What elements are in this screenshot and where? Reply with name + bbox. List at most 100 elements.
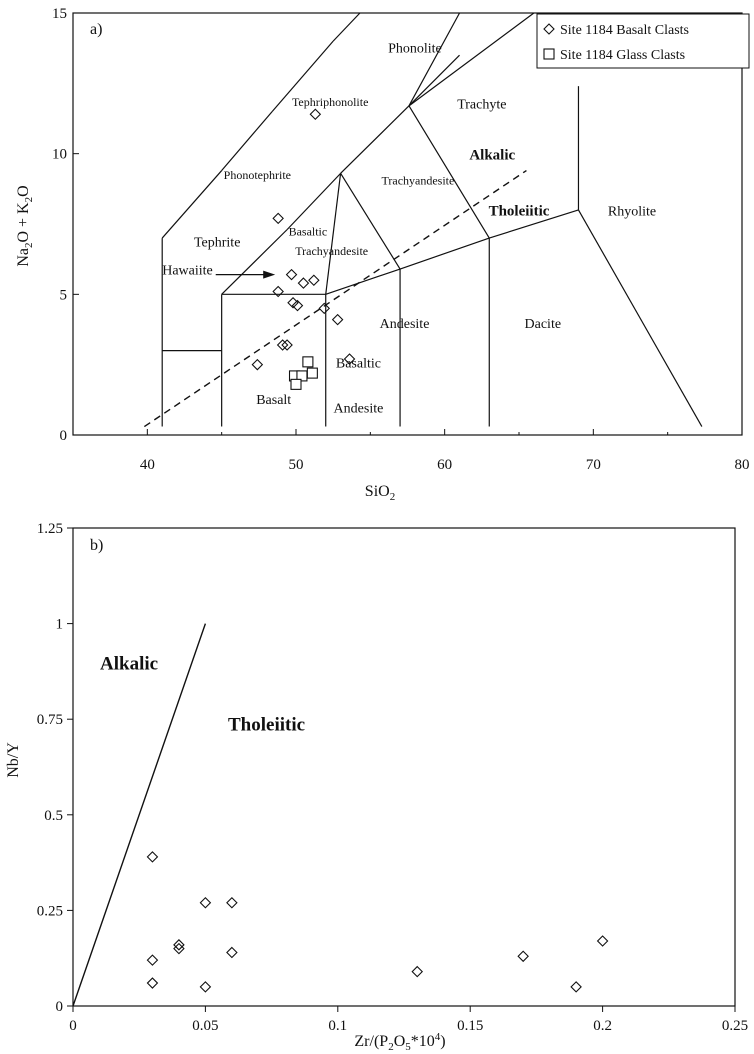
y-tick-label: 0 — [56, 999, 64, 1015]
field-label-basalt: Basalt — [256, 393, 291, 408]
field-label-basaltic: Basaltic — [289, 224, 328, 238]
field-boundary — [489, 209, 579, 239]
field-boundary — [408, 105, 490, 239]
field-boundary — [325, 268, 401, 295]
field-label-tholeiitic: Tholeiitic — [489, 204, 550, 220]
hawaiite-arrow-head — [263, 270, 276, 279]
panel-b-frame — [72, 527, 736, 1007]
basalt-clast-point — [331, 313, 344, 326]
x-tick-label: 0.1 — [328, 1018, 347, 1034]
x-tick-label: 40 — [140, 457, 155, 473]
y-tick-label: 15 — [52, 6, 67, 22]
y-tick-label: 1 — [56, 617, 64, 633]
field-label-alkalic: Alkalic — [469, 147, 515, 163]
basalt-clast-point — [251, 358, 264, 371]
basalt-clast-point — [343, 353, 356, 365]
field-boundary — [286, 172, 342, 231]
y-tick-label: 0.75 — [37, 712, 63, 728]
panel-a-ylabel: Na2O + K2O — [15, 185, 35, 266]
field-label-tephrite: Tephrite — [194, 236, 240, 251]
nb-y-point — [411, 965, 424, 978]
field-boundary — [408, 12, 535, 107]
basalt-clast-point — [276, 339, 289, 351]
nb-y-point — [146, 977, 159, 989]
basalt-clast-point — [272, 285, 284, 298]
panel-b-xlabel: Zr/(P2O5*104) — [354, 1031, 445, 1053]
nb-y-point — [226, 946, 238, 959]
field-boundary — [221, 229, 288, 295]
field-label-dacite: Dacite — [525, 317, 562, 332]
alkalic-tholeiitic-divider — [143, 169, 527, 428]
field-boundary — [161, 170, 223, 239]
region-label-tholeiitic: Tholeiitic — [228, 715, 305, 736]
basalt-clast-point — [291, 299, 304, 312]
x-tick-label: 0.05 — [192, 1018, 218, 1034]
basalt-clast-point — [318, 302, 331, 315]
x-tick-label: 60 — [437, 457, 452, 473]
x-tick-label: 0 — [69, 1018, 77, 1034]
y-tick-label: 0.5 — [44, 808, 63, 824]
field-boundary — [577, 209, 703, 427]
panel-b-data-points — [146, 851, 609, 993]
nb-y-point — [173, 942, 185, 955]
legend-glass-clasts: Site 1184 Glass Clasts — [560, 48, 685, 63]
field-boundary — [399, 237, 490, 270]
field-boundary — [325, 173, 342, 295]
field-label-phonolite: Phonolite — [388, 41, 442, 56]
x-tick-label: 70 — [586, 457, 601, 473]
alkalic-tholeiitic-line — [72, 623, 207, 1007]
basalt-clast-point — [297, 277, 310, 289]
tas-field-boundaries — [161, 12, 703, 427]
legend-diamond-marker — [543, 23, 555, 35]
field-boundary — [221, 111, 273, 171]
basalt-clast-point — [281, 339, 293, 351]
legend: Site 1184 Basalt Clasts Site 1184 Glass … — [536, 13, 750, 69]
basalt-clast-point — [285, 268, 298, 281]
nb-y-point — [596, 935, 609, 947]
y-tick-label: 10 — [52, 147, 67, 163]
panel-a-label: a) — [90, 21, 102, 38]
panel-b-ylabel: Nb/Y — [5, 742, 22, 778]
panel-a-data-points — [251, 108, 356, 390]
nb-y-point — [199, 981, 212, 993]
y-tick-label: 5 — [60, 287, 68, 303]
field-boundary — [408, 54, 460, 107]
nb-y-point — [570, 981, 582, 993]
y-tick-label: 0.25 — [37, 903, 63, 919]
glass-clast-point — [302, 356, 314, 368]
field-label-basaltic-andesite-1: Basaltic — [336, 356, 381, 371]
field-boundary — [408, 12, 461, 107]
field-label-rhyolite: Rhyolite — [608, 205, 656, 220]
panel-a-axis-ticks: 40 50 60 70 80 0 5 10 15 — [52, 6, 750, 473]
region-label-alkalic: Alkalic — [100, 653, 158, 674]
legend-basalt-clasts: Site 1184 Basalt Clasts — [560, 23, 689, 38]
nb-y-point — [173, 939, 185, 951]
glass-clast-point — [290, 378, 302, 390]
x-tick-label: 0.15 — [457, 1018, 483, 1034]
panel-a-xlabel: SiO2 — [365, 483, 395, 503]
field-label-basaltic-andesite-2: Andesite — [334, 401, 384, 416]
y-tick-label: 0 — [60, 428, 68, 444]
y-tick-label: 1.25 — [37, 521, 63, 537]
nb-y-point — [517, 950, 529, 963]
field-label-basaltic-trachyandesite: Trachyandesite — [295, 244, 368, 258]
glass-clast-point — [306, 367, 318, 379]
x-tick-label: 0.2 — [593, 1018, 612, 1034]
x-tick-label: 50 — [289, 457, 304, 473]
basalt-clast-point — [309, 108, 322, 121]
field-label-tephriphonolite: Tephriphonolite — [292, 95, 368, 109]
panel-b-label: b) — [90, 537, 103, 554]
panel-b-axis-ticks: 0 0.05 0.1 0.15 0.2 0.25 0 0.25 0.5 0.75 1 1.25 — [37, 521, 748, 1034]
legend-square-marker — [543, 48, 555, 60]
panel-a-frame — [72, 12, 743, 436]
nb-y-point — [146, 954, 159, 966]
basalt-clast-point — [308, 274, 320, 287]
tas-diagram: 40 50 60 70 80 0 5 10 15 a) Phonolite Tephriphon… — [15, 6, 750, 503]
nb-y-point — [226, 896, 238, 909]
field-label-trachyte: Trachyte — [457, 98, 506, 113]
field-label-trachyandesite: Trachyandesite — [381, 174, 454, 188]
field-label-phonotephrite: Phonotephrite — [224, 168, 291, 182]
nb-y-point — [199, 896, 212, 909]
